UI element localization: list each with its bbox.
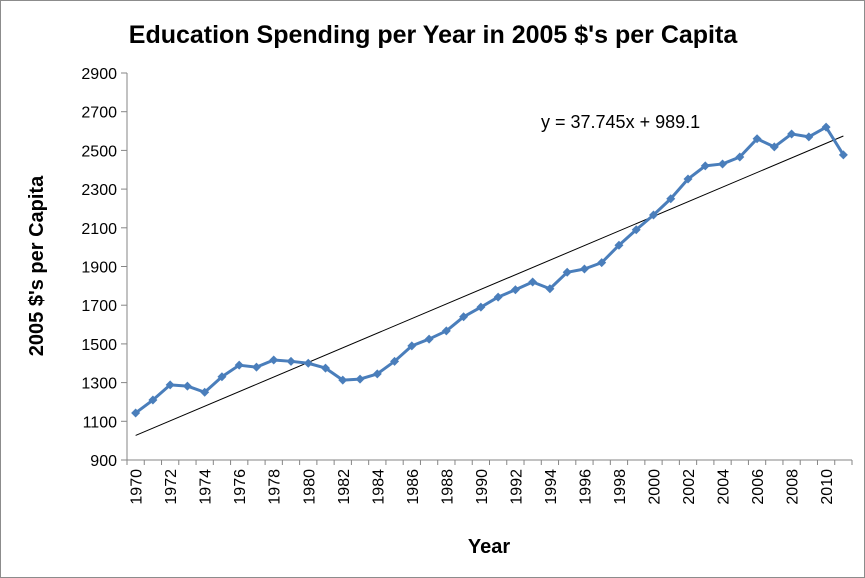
x-tick-label: 1970 <box>129 469 146 505</box>
x-axis-label: Year <box>468 536 510 558</box>
y-tick-label: 1100 <box>83 414 118 431</box>
data-point <box>459 312 469 322</box>
data-point <box>683 174 693 184</box>
y-tick-label: 2700 <box>81 105 117 122</box>
y-tick-label: 1300 <box>81 376 117 393</box>
data-point <box>182 381 192 391</box>
y-tick-label: 2100 <box>81 221 117 238</box>
data-point <box>838 150 848 160</box>
x-tick-label: 1986 <box>405 469 422 505</box>
data-point <box>234 360 244 370</box>
data-point <box>666 194 676 204</box>
data-point <box>735 152 745 162</box>
data-point <box>597 258 607 268</box>
y-tick-label: 2500 <box>81 143 117 160</box>
data-point <box>148 395 158 405</box>
series-line <box>134 125 845 415</box>
data-point <box>528 277 538 287</box>
x-tick-label: 1976 <box>232 469 249 505</box>
y-tick-label: 1900 <box>81 260 117 277</box>
data-point <box>303 358 313 368</box>
x-tick-label: 1972 <box>163 469 180 505</box>
chart-title: Education Spending per Year in 2005 $'s … <box>129 21 739 49</box>
y-tick-label: 900 <box>90 453 117 470</box>
data-point <box>286 356 296 366</box>
x-tick-label: 1990 <box>474 469 491 505</box>
y-axis-label: 2005 $'s per Capita <box>26 175 48 356</box>
data-point <box>441 326 451 336</box>
x-tick-label: 2002 <box>681 469 698 505</box>
data-point <box>131 408 141 418</box>
y-tick-label: 1700 <box>81 298 117 315</box>
x-tick-label: 1984 <box>370 469 387 505</box>
data-point <box>614 240 624 250</box>
x-tick-label: 2006 <box>750 469 767 505</box>
data-point <box>251 362 261 372</box>
data-point <box>390 356 400 366</box>
x-tick-label: 1974 <box>198 469 215 505</box>
x-tick-label: 2000 <box>646 469 663 505</box>
y-tick-label: 2900 <box>81 66 117 83</box>
x-tick-label: 1994 <box>543 469 560 505</box>
x-tick-label: 1992 <box>508 469 525 505</box>
data-point <box>579 264 589 274</box>
data-point <box>769 142 779 152</box>
x-tick-label: 1980 <box>301 469 318 505</box>
data-point <box>700 161 710 171</box>
data-point <box>718 159 728 169</box>
data-point <box>562 267 572 277</box>
data-point <box>338 375 348 385</box>
y-tick-label: 2300 <box>81 182 117 199</box>
data-point <box>804 132 814 142</box>
x-tick-label: 1998 <box>612 469 629 505</box>
data-point <box>545 284 555 294</box>
x-tick-label: 1978 <box>267 469 284 505</box>
x-tick-label: 2010 <box>819 469 836 505</box>
data-point <box>355 374 365 384</box>
data-point <box>372 369 382 379</box>
data-point <box>821 122 831 132</box>
data-point <box>321 363 331 373</box>
data-point <box>631 225 641 235</box>
trendline <box>135 135 844 436</box>
x-tick-label: 2004 <box>716 469 733 505</box>
data-point <box>407 341 417 351</box>
x-tick-label: 1988 <box>439 469 456 505</box>
data-point <box>424 334 434 344</box>
x-tick-label: 1982 <box>336 469 353 505</box>
data-point <box>269 355 279 365</box>
x-tick-label: 2008 <box>785 469 802 505</box>
trendline-equation: y = 37.745x + 989.1 <box>541 112 700 132</box>
x-tick-label: 1996 <box>577 469 594 505</box>
data-point <box>493 292 503 302</box>
data-point <box>510 285 520 295</box>
data-point <box>217 372 227 382</box>
data-point <box>200 387 210 397</box>
data-point <box>787 129 797 139</box>
data-point <box>648 210 658 220</box>
data-point <box>165 380 175 390</box>
y-tick-label: 1500 <box>81 337 117 354</box>
data-point <box>752 134 762 144</box>
data-point <box>476 302 486 312</box>
